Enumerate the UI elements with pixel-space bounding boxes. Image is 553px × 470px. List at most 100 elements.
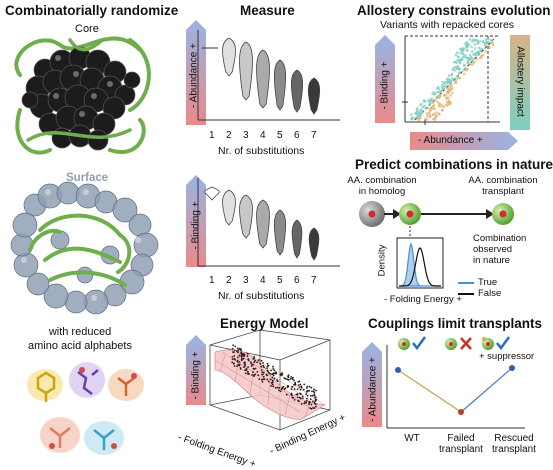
- energy-point: [266, 367, 268, 370]
- energy-point: [287, 385, 290, 387]
- energy-point: [237, 351, 239, 354]
- energy-point: [290, 388, 293, 390]
- allostery-point: [487, 44, 491, 47]
- x-tick-label: 5: [277, 275, 283, 286]
- allostery-point: [451, 77, 455, 81]
- energy-point: [234, 345, 237, 348]
- energy-point: [233, 362, 235, 365]
- allostery-point: [448, 89, 452, 92]
- energy-point: [291, 376, 294, 379]
- x-tick-label: 6: [294, 275, 300, 286]
- allostery-point: [476, 42, 480, 45]
- allostery-point: [448, 78, 451, 81]
- transplant-label-2: transplant: [482, 186, 524, 197]
- allostery-point: [469, 63, 472, 66]
- allostery-point: [458, 58, 461, 62]
- allostery-point: [461, 52, 465, 56]
- failed-cross-icon: [460, 337, 472, 350]
- allostery-point: [423, 104, 426, 108]
- energy-point: [260, 359, 263, 362]
- allostery-point: [413, 116, 417, 120]
- energy-point: [239, 368, 242, 370]
- allostery-point: [429, 106, 433, 110]
- allostery-point: [438, 105, 441, 108]
- allostery-point: [454, 79, 458, 82]
- energy-point: [233, 349, 236, 352]
- energy-point: [310, 403, 313, 406]
- energy-point: [303, 383, 306, 386]
- allostery-point: [446, 91, 450, 95]
- energy-point: [254, 373, 257, 376]
- energy-point: [310, 386, 313, 389]
- energy-point: [293, 388, 296, 391]
- energy-point: [290, 376, 293, 378]
- allostery-point: [485, 41, 489, 45]
- energy-point: [308, 385, 311, 388]
- allostery-point: [445, 97, 448, 101]
- violin-bottom: [204, 186, 220, 201]
- energy-point: [243, 366, 245, 368]
- violin-top: [307, 77, 321, 115]
- allostery-point: [440, 89, 443, 92]
- energy-point: [296, 396, 299, 399]
- wt-sphere-icon: [398, 338, 410, 350]
- x-tick-label: 3: [243, 275, 249, 286]
- allostery-points: [409, 37, 495, 122]
- x-tick-label: 1: [209, 130, 215, 141]
- energy-point: [242, 357, 245, 360]
- allostery-point: [455, 66, 458, 69]
- allostery-point: [470, 45, 473, 49]
- energy-point: [233, 365, 236, 367]
- energy-point: [240, 359, 243, 362]
- allostery-point: [472, 53, 475, 56]
- allostery-point: [429, 97, 432, 101]
- observed-label-1: Combination: [473, 233, 527, 244]
- energy-point: [305, 391, 308, 393]
- energy-point: [237, 349, 240, 351]
- couplings-cat-wt: WT: [404, 433, 420, 444]
- couplings-point: [458, 409, 464, 415]
- energy-point: [287, 378, 290, 381]
- allostery-point: [410, 117, 414, 121]
- allostery-point: [465, 40, 469, 44]
- energy-point: [245, 369, 248, 371]
- allostery-point: [433, 93, 437, 96]
- energy-point: [274, 387, 277, 389]
- violin-bottom: [308, 227, 320, 261]
- surface-label: Surface: [66, 172, 109, 184]
- violin-bottom: [256, 199, 270, 249]
- allostery-title: Allostery constrains evolution: [357, 3, 551, 18]
- energy-point: [300, 403, 303, 405]
- energy-point: [298, 386, 301, 388]
- couplings-lines: [395, 365, 515, 415]
- energy-point: [266, 365, 269, 368]
- allostery-point: [436, 90, 439, 94]
- allostery-point: [471, 50, 474, 53]
- amino-acid-orange: [108, 369, 144, 401]
- allostery-point: [448, 81, 452, 85]
- energy-point: [266, 362, 269, 365]
- couplings-line: [397, 369, 462, 413]
- allostery-point: [458, 47, 462, 51]
- measure-top-xlabel: Nr. of substitutions: [218, 145, 305, 157]
- energy-point: [247, 358, 250, 360]
- allostery-point: [419, 103, 422, 107]
- allostery-point: [451, 91, 454, 95]
- energy-point: [297, 399, 299, 402]
- allostery-point: [469, 57, 472, 60]
- couplings-point: [395, 367, 401, 373]
- x-tick-label: 6: [294, 130, 300, 141]
- allostery-point: [431, 113, 435, 116]
- energy-point: [262, 362, 264, 364]
- energy-point: [241, 357, 243, 360]
- energy-point: [267, 371, 270, 374]
- energy-point: [253, 367, 256, 370]
- allostery-point: [476, 50, 480, 54]
- couplings-cat-rescued-1: Rescued: [494, 433, 534, 444]
- allostery-point: [438, 102, 442, 106]
- x-tick-label: 4: [260, 130, 266, 141]
- energy-point: [247, 366, 250, 368]
- energy-point: [310, 395, 312, 397]
